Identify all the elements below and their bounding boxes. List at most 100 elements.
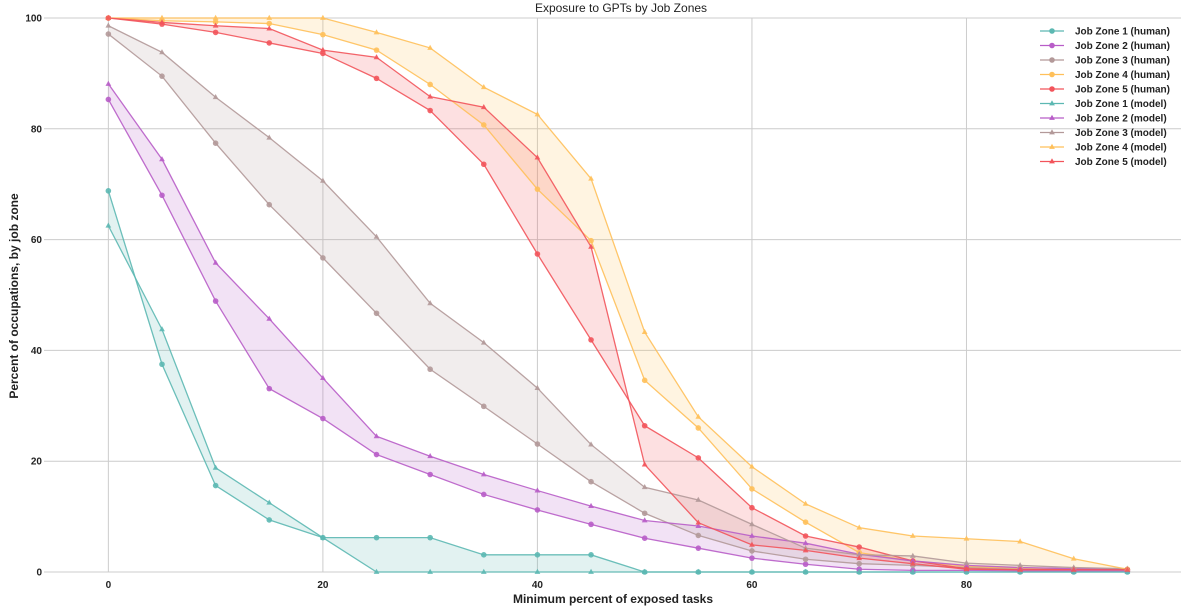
legend-label: Job Zone 5 (model) [1075, 157, 1167, 168]
point-triangle [159, 49, 165, 55]
point-circle [641, 535, 648, 542]
point-triangle [641, 461, 648, 467]
point-triangle [1070, 566, 1077, 572]
point-circle [588, 552, 594, 558]
legend-label: Job Zone 1 (human) [1075, 27, 1170, 38]
legend-marker-triangle [1049, 158, 1055, 164]
point-triangle [212, 94, 219, 100]
point-triangle [749, 463, 755, 469]
point-circle [427, 471, 433, 478]
point-circle [373, 451, 380, 458]
point-triangle [641, 517, 648, 523]
point-triangle [909, 552, 916, 558]
point-triangle [212, 464, 219, 470]
point-triangle [534, 154, 541, 160]
point-triangle [1017, 562, 1023, 568]
point-triangle [749, 541, 755, 547]
point-triangle [266, 14, 273, 20]
point-triangle [320, 177, 326, 183]
point-triangle [695, 413, 702, 419]
point-triangle [1017, 538, 1023, 544]
y-tick-label: 0 [36, 568, 42, 579]
point-triangle [266, 134, 273, 140]
point-circle [212, 19, 219, 25]
band-fill-zone-4 [108, 18, 1128, 570]
point-circle [641, 510, 648, 517]
series-markers [105, 14, 1131, 575]
point-triangle [802, 500, 809, 506]
legend-marker-circle [1049, 86, 1055, 92]
point-circle [320, 415, 326, 422]
point-circle [427, 366, 433, 373]
point-triangle [159, 14, 165, 20]
point-triangle [480, 84, 487, 90]
point-triangle [588, 243, 594, 249]
point-triangle [159, 326, 165, 332]
point-circle [588, 521, 594, 528]
point-triangle [1070, 555, 1077, 561]
point-triangle [373, 433, 380, 439]
y-tick-label: 20 [31, 457, 43, 468]
point-triangle [427, 93, 434, 99]
x-tick-label: 40 [532, 580, 544, 591]
point-circle [427, 81, 433, 88]
point-circle [480, 161, 487, 168]
point-triangle [963, 559, 970, 566]
legend-label: Job Zone 3 (human) [1075, 56, 1170, 67]
point-triangle [963, 566, 970, 572]
y-tick-labels: 0 20 40 60 80 100 [25, 14, 42, 579]
point-triangle [909, 560, 916, 566]
point-triangle [802, 547, 809, 553]
point-circle [266, 40, 273, 46]
point-circle [802, 533, 809, 539]
point-triangle [856, 551, 863, 557]
point-triangle [159, 19, 165, 25]
point-circle [105, 96, 112, 103]
x-tick-labels: 0 20 40 60 80 [106, 580, 973, 591]
point-circle [480, 491, 487, 498]
point-triangle [695, 568, 702, 574]
point-circle [105, 31, 112, 37]
point-triangle [909, 557, 916, 563]
legend-label: Job Zone 5 (human) [1075, 85, 1170, 96]
point-triangle [909, 532, 916, 538]
point-circle [159, 73, 165, 79]
series-line-9 [108, 17, 1128, 571]
point-circle [320, 255, 326, 261]
series-line-8 [108, 17, 1128, 570]
point-triangle [480, 471, 487, 477]
point-circle [212, 298, 219, 304]
point-circle [320, 50, 326, 57]
y-tick-label: 40 [31, 346, 43, 357]
point-triangle [320, 46, 326, 53]
point-circle [159, 192, 165, 199]
point-circle [641, 377, 648, 384]
series-line-1 [107, 99, 1128, 572]
point-circle [320, 31, 326, 38]
series-line-3 [108, 17, 1128, 570]
legend: Job Zone 1 (human) Job Zone 2 (human) Job … [1040, 27, 1170, 168]
point-triangle [212, 14, 219, 20]
series-lines [107, 17, 1128, 573]
series-line-6 [107, 83, 1128, 570]
band-fills [108, 18, 1128, 572]
point-triangle [909, 568, 916, 574]
point-triangle [641, 568, 648, 574]
point-circle [695, 425, 702, 431]
point-circle [212, 482, 219, 489]
point-circle [534, 251, 541, 257]
point-triangle [963, 568, 970, 574]
point-triangle [105, 222, 112, 228]
point-circle [373, 47, 380, 53]
point-triangle [1124, 566, 1131, 572]
point-circle [212, 140, 219, 147]
point-triangle [588, 175, 594, 181]
point-triangle [695, 519, 702, 525]
point-circle [373, 534, 380, 541]
point-triangle [427, 568, 434, 574]
x-tick-label: 20 [317, 580, 329, 591]
legend-label: Job Zone 2 (model) [1075, 114, 1167, 125]
point-circle [588, 237, 594, 244]
point-triangle [695, 496, 702, 502]
series-line-4 [108, 17, 1128, 571]
